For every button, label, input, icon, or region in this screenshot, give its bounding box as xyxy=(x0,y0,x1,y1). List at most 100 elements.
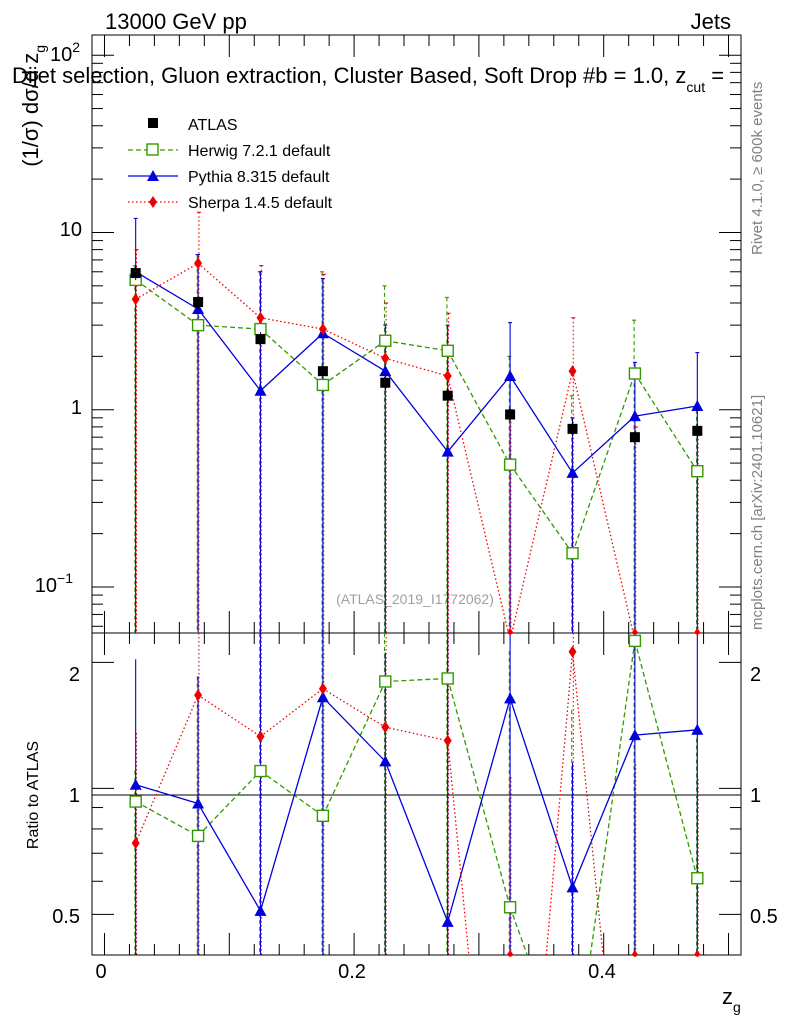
x-tick-label-0.2: 0.2 xyxy=(338,961,366,983)
sherpa-point-main xyxy=(381,352,390,365)
herwig-point-ratio xyxy=(503,901,517,914)
pythia-line-segment-main xyxy=(634,405,698,417)
sherpa-point-ratio xyxy=(381,721,390,734)
legend-atlas-label: ATLAS xyxy=(188,117,238,134)
pythia-point-ratio xyxy=(441,915,454,927)
sherpa-point-ratio xyxy=(693,950,701,957)
sherpa-point-ratio xyxy=(506,950,514,957)
pythia-line-segment-main xyxy=(384,370,449,453)
herwig-line-segment-ratio xyxy=(509,907,528,956)
pythia-line-segment-ratio xyxy=(384,761,449,923)
sherpa-line-segment-main xyxy=(322,328,386,359)
pythia-line-segment-ratio xyxy=(509,698,574,888)
herwig-line-segment-main xyxy=(447,350,511,465)
main-tick-label-100-base: 10 xyxy=(50,44,72,66)
mcplots-info: mcplots.cern.ch [arXiv:2401.10621] xyxy=(749,395,766,630)
main-ylabel-main: (1/σ) dσ/d z xyxy=(18,53,43,167)
sherpa-point-main xyxy=(131,293,140,306)
legend-pythia-label: Pythia 8.315 default xyxy=(188,169,330,186)
ratio-tick-label-2: 2 xyxy=(69,664,80,686)
ratio-ylabel: Ratio to ATLAS xyxy=(25,741,42,849)
sherpa-line-segment-ratio xyxy=(197,694,261,738)
selection-title-sub: cut xyxy=(686,79,705,95)
sherpa-point-ratio xyxy=(256,730,265,743)
sherpa-line-segment-ratio xyxy=(545,651,574,956)
main-tick-label-100-exp: 2 xyxy=(72,39,80,55)
x-tick-label-0.4: 0.4 xyxy=(588,961,616,983)
herwig-point-ratio xyxy=(691,872,704,885)
pythia-point-main xyxy=(504,369,517,381)
sherpa-line-segment-main xyxy=(197,262,261,319)
atlas-point xyxy=(567,423,578,434)
sherpa-line-segment-main xyxy=(385,357,448,377)
herwig-line-segment-main xyxy=(509,464,574,554)
legend-sherpa-marker xyxy=(149,196,157,208)
sherpa-point-ratio xyxy=(318,682,327,695)
herwig-point-ratio xyxy=(191,829,205,843)
ratio-tick-label-2-right: 2 xyxy=(750,664,761,686)
herwig-line-segment-main xyxy=(634,373,698,472)
pythia-point-main xyxy=(691,399,704,411)
pythia-point-main xyxy=(254,384,267,396)
sherpa-line-segment-ratio xyxy=(385,726,448,742)
pythia-line-segment-main xyxy=(135,271,199,310)
herwig-line-segment-ratio xyxy=(634,640,698,879)
atlas-point xyxy=(629,432,640,443)
sherpa-line-segment-main xyxy=(571,371,634,634)
ratio-tick-label-1-right: 1 xyxy=(750,785,761,807)
herwig-line-segment-main xyxy=(260,328,324,386)
sherpa-point-ratio xyxy=(631,950,639,957)
selection-title-tail: = xyxy=(705,63,724,88)
pythia-point-main xyxy=(441,445,454,457)
pythia-point-main xyxy=(628,410,641,422)
ratio-tick-label-0.5-right: 0.5 xyxy=(750,906,778,928)
herwig-point-main xyxy=(628,367,642,380)
sherpa-point-main xyxy=(194,257,203,270)
sherpa-point-main xyxy=(506,628,514,635)
herwig-line-segment-ratio xyxy=(197,770,261,837)
pythia-point-ratio xyxy=(379,755,392,767)
ratio-tick-label-1: 1 xyxy=(69,785,80,807)
sherpa-line-segment-main xyxy=(260,317,324,330)
pythia-point-ratio xyxy=(504,692,517,704)
pythia-line-segment-ratio xyxy=(259,697,324,912)
pythia-point-ratio xyxy=(129,778,142,790)
pythia-line-segment-ratio xyxy=(447,698,511,923)
sherpa-line-segment-ratio xyxy=(260,688,324,738)
herwig-line-segment-ratio xyxy=(447,678,511,908)
pythia-point-ratio xyxy=(192,797,205,809)
legend-atlas-marker xyxy=(148,118,158,128)
herwig-point-main xyxy=(316,378,330,392)
pythia-point-ratio xyxy=(628,729,641,741)
pythia-line-segment-ratio xyxy=(322,696,386,762)
main-tick-label-0.1-exp: −1 xyxy=(57,570,73,586)
x-axis-label-main: z xyxy=(722,984,733,1009)
ratio-y-ticks xyxy=(92,661,741,956)
process-label: Jets xyxy=(691,9,731,34)
pythia-point-main xyxy=(379,365,392,377)
pythia-point-ratio xyxy=(691,723,704,735)
pythia-line-segment-main xyxy=(509,375,574,474)
legend-herwig-label: Herwig 7.2.1 default xyxy=(188,143,331,160)
pythia-point-main xyxy=(566,466,579,478)
herwig-point-ratio xyxy=(129,795,142,808)
x-axis-label: zg xyxy=(722,984,741,1015)
sherpa-line-segment-main xyxy=(511,371,574,634)
herwig-point-main xyxy=(191,318,205,332)
main-y-ticks xyxy=(92,54,741,627)
sherpa-point-ratio xyxy=(443,734,452,747)
sherpa-point-main xyxy=(443,369,452,382)
pythia-point-ratio xyxy=(566,881,579,893)
atlas-point xyxy=(692,425,703,436)
selection-title: Dijet selection, Gluon extraction, Clust… xyxy=(12,63,724,95)
herwig-point-ratio xyxy=(441,672,454,685)
herwig-line-segment-ratio xyxy=(322,681,386,817)
sherpa-point-main xyxy=(631,628,639,635)
herwig-line-segment-ratio xyxy=(135,801,199,837)
main-tick-label-100: 102 xyxy=(50,39,80,66)
herwig-point-ratio xyxy=(628,634,642,648)
rivet-info: Rivet 4.1.0, ≥ 600k events xyxy=(749,82,766,255)
main-tick-label-10: 10 xyxy=(60,219,82,241)
herwig-point-ratio xyxy=(316,809,330,823)
